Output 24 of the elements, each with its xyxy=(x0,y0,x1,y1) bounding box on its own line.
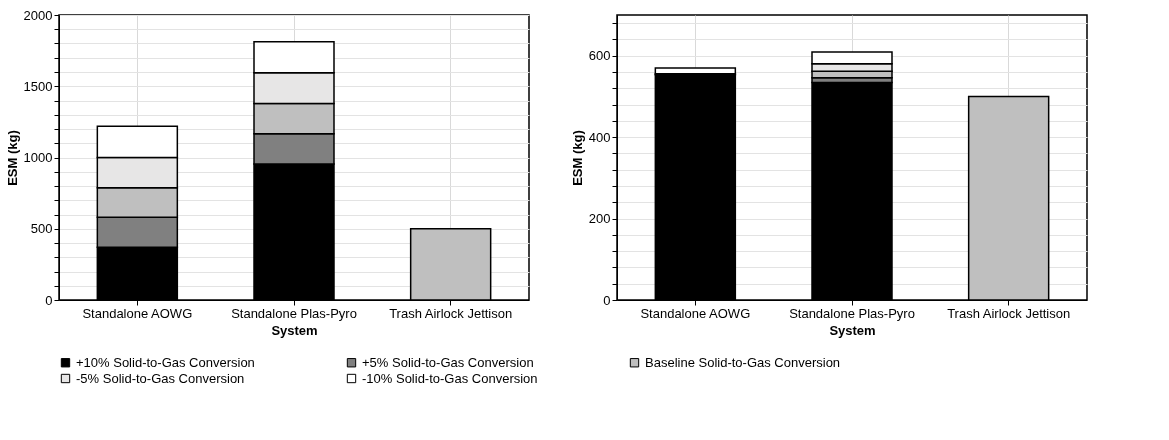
x-tick-label: Trash Airlock Jettison xyxy=(389,305,513,321)
y-tick-label: 0 xyxy=(45,292,53,308)
y-tick-label: 0 xyxy=(603,292,611,308)
legend-label: +5% Solid-to-Gas Conversion xyxy=(362,354,534,370)
y-tick-label: 2000 xyxy=(23,7,53,23)
y-axis-title: ESM (kg) xyxy=(569,130,585,186)
x-tick-label: Standalone AOWG xyxy=(640,305,751,321)
y-tick-label: 600 xyxy=(588,48,611,64)
x-tick-label: Standalone Plas-Pyro xyxy=(789,305,915,321)
legend-label: +10% Solid-to-Gas Conversion xyxy=(76,354,255,370)
y-tick-label: 200 xyxy=(588,211,611,227)
x-tick-label: Trash Airlock Jettison xyxy=(947,305,1071,321)
y-tick-label: 500 xyxy=(30,221,53,237)
x-axis-title: System xyxy=(829,322,876,338)
y-axis-title: ESM (kg) xyxy=(4,130,20,186)
x-axis-title: System xyxy=(271,322,318,338)
x-tick-label: Standalone AOWG xyxy=(82,305,193,321)
y-tick-label: 1500 xyxy=(23,78,53,94)
y-tick-label: 1000 xyxy=(23,150,53,165)
y-tick-label: 400 xyxy=(588,129,611,145)
legend-label: -5% Solid-to-Gas Conversion xyxy=(76,370,245,386)
legend-label: Baseline Solid-to-Gas Conversion xyxy=(645,354,841,370)
x-tick-label: Standalone Plas-Pyro xyxy=(231,305,357,321)
legend-label: -10% Solid-to-Gas Conversion xyxy=(362,370,538,386)
